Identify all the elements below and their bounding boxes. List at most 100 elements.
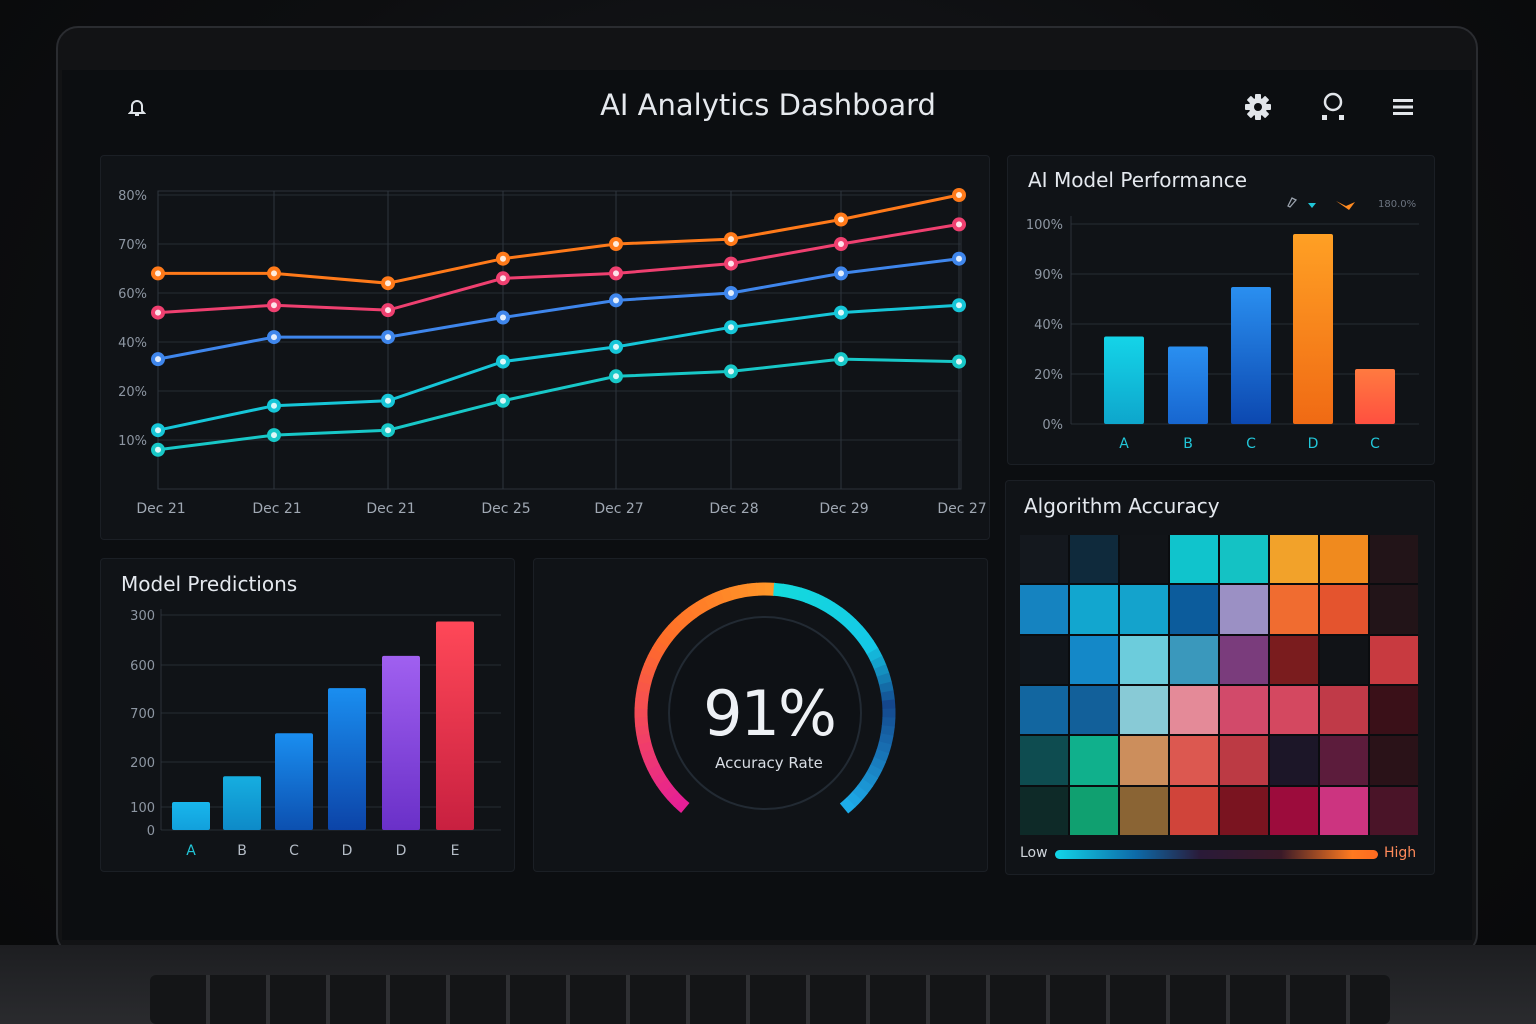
y-tick-label: 80% <box>118 189 147 204</box>
heatmap-cell <box>1020 685 1068 735</box>
bell-icon[interactable] <box>127 98 147 122</box>
data-point-highlight <box>728 260 734 267</box>
heatmap-cell <box>1370 585 1418 634</box>
x-tick-label: C <box>1370 436 1380 452</box>
y-tick-label: 100 <box>130 801 155 816</box>
gauge-arc-segment <box>737 583 750 599</box>
y-tick-label: 20% <box>1034 368 1063 383</box>
x-tick-label: A <box>1119 436 1129 452</box>
heatmap-cell <box>1320 786 1368 835</box>
data-point-highlight <box>500 397 506 404</box>
gauge-arc-segment <box>866 647 883 663</box>
model-predictions-bar-chart: 300 600 700 200 100 0 A B C D D E <box>130 609 501 859</box>
data-point-highlight <box>728 368 734 375</box>
gauge-arc-segment <box>846 619 863 636</box>
data-point-highlight <box>613 241 619 247</box>
gear-icon[interactable] <box>1244 93 1272 125</box>
heatmap-cell <box>1220 685 1268 735</box>
x-tick-label: D <box>342 843 353 859</box>
x-tick-label: Dec 21 <box>366 501 415 517</box>
data-point-highlight <box>271 302 277 309</box>
x-tick-label: Dec 28 <box>709 501 758 517</box>
data-point-highlight <box>271 270 277 277</box>
data-point-highlight <box>838 270 844 277</box>
y-tick-label: 40% <box>118 336 147 351</box>
series-line <box>157 222 960 315</box>
panel-title: Algorithm Accuracy <box>1024 494 1220 518</box>
heatmap-cell <box>1070 736 1118 785</box>
y-tick-label: 200 <box>130 756 155 771</box>
heatmap-cell <box>1370 786 1418 835</box>
accuracy-gauge-panel: 91% Accuracy Rate <box>533 558 988 872</box>
heatmap-cell <box>1220 635 1268 684</box>
gauge-arc-segment <box>820 597 835 614</box>
data-point-highlight <box>613 343 619 350</box>
trend-line-chart: 80% 70% 60% 40% 20% 10% Dec 21 Dec 21 Dec 21 Dec … <box>118 188 987 517</box>
data-point-highlight <box>956 255 962 262</box>
heatmap-cell <box>1270 736 1318 785</box>
y-tick-label: 90% <box>1034 268 1063 283</box>
heatmap-cell <box>1020 736 1068 785</box>
y-tick-label: 100% <box>1026 218 1063 233</box>
gauge-arc-segment <box>661 784 678 801</box>
x-tick-label: Dec 29 <box>819 501 868 517</box>
data-point-highlight <box>385 280 391 287</box>
heatmap-cell <box>1070 786 1118 835</box>
data-point-highlight <box>956 358 962 365</box>
data-point-highlight <box>838 241 844 247</box>
y-tick-label: 300 <box>130 609 155 624</box>
data-point-highlight <box>838 356 844 363</box>
heatmap-cell <box>1120 736 1168 785</box>
heatmap-cell <box>1120 685 1168 735</box>
bar <box>382 655 420 830</box>
x-tick-label: Dec 27 <box>937 501 986 517</box>
gauge-arc-segment <box>681 606 697 624</box>
gauge-arc-segment <box>862 640 879 656</box>
gauge-arc-segment <box>695 597 711 614</box>
legend-value: 180.0% <box>1378 199 1417 210</box>
user-icon[interactable] <box>1318 92 1348 126</box>
x-tick-label: C <box>1246 436 1256 452</box>
gauge-arc-segment <box>651 639 669 655</box>
pencil-icon <box>1287 197 1298 208</box>
trend-line-chart-panel: 80% 70% 60% 40% 20% 10% Dec 21 Dec 21 Dec 21 Dec … <box>100 155 990 540</box>
x-tick-label: D <box>396 843 407 859</box>
gauge-arc-segment <box>746 582 758 597</box>
bar <box>172 802 210 830</box>
data-point-highlight <box>500 314 506 321</box>
heatmap-cell <box>1120 535 1168 584</box>
heatmap-cell <box>1070 635 1118 684</box>
y-tick-label: 40% <box>1034 318 1063 333</box>
accuracy-gauge <box>634 582 896 814</box>
data-point-highlight <box>956 221 962 228</box>
gauge-arc-segment <box>656 777 673 794</box>
heatmap-cell <box>1220 786 1268 835</box>
data-point-highlight <box>728 324 734 331</box>
gauge-arc-segment <box>729 585 742 601</box>
gauge-arc-segment <box>852 625 869 642</box>
data-point-highlight <box>500 275 506 282</box>
bar <box>1168 346 1208 424</box>
gauge-arc-segment <box>861 771 879 787</box>
bar <box>1293 234 1333 424</box>
gauge-arc-segment <box>873 664 890 678</box>
menu-icon[interactable] <box>1393 97 1413 121</box>
gauge-caption: Accuracy Rate <box>715 754 823 772</box>
heatmap-cell <box>1070 685 1118 735</box>
y-tick-label: 20% <box>118 385 147 400</box>
gauge-arc-segment <box>711 590 726 606</box>
gauge-arc-segment <box>781 583 794 599</box>
y-tick-label: 600 <box>130 659 155 674</box>
heatmap-cell <box>1020 635 1068 684</box>
gauge-arc-segment <box>840 613 857 630</box>
series-line <box>158 193 960 285</box>
heatmap-cell <box>1270 535 1318 584</box>
algorithm-accuracy-heatmap <box>1020 535 1418 835</box>
x-tick-label: A <box>186 843 196 859</box>
heatmap-cell <box>1120 585 1168 634</box>
data-point-highlight <box>613 297 619 304</box>
y-tick-label: 0 <box>147 824 155 839</box>
data-point-highlight <box>838 216 844 223</box>
color-scale-bar <box>1055 850 1378 859</box>
gauge-arc-segment <box>662 625 679 641</box>
